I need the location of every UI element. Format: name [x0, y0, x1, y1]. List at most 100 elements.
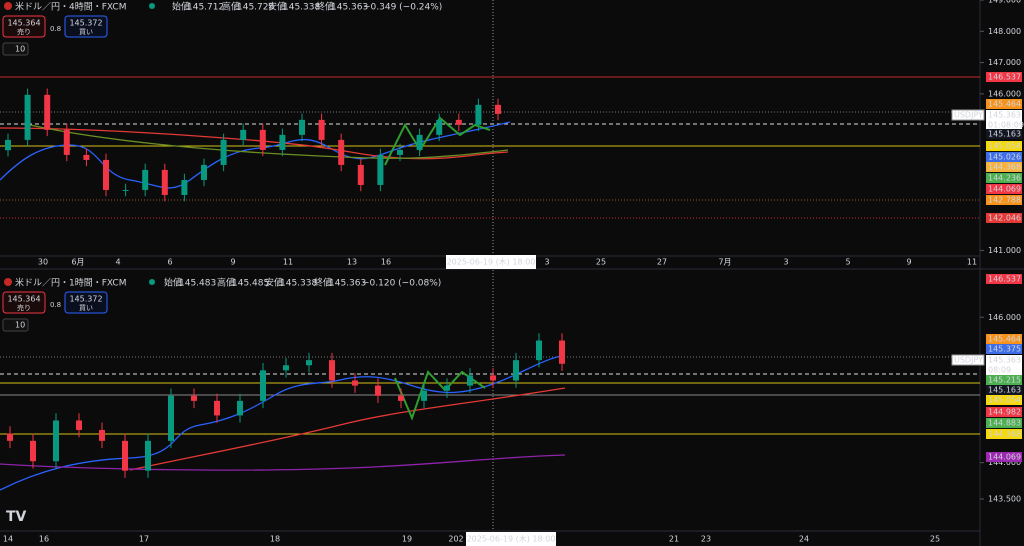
symbol-icon — [4, 2, 12, 10]
price-label: USDJPY — [954, 356, 983, 365]
price-label: 145.054 — [988, 142, 1021, 151]
price-label-box — [986, 407, 1022, 417]
candle-body — [455, 119, 462, 125]
price-label-box — [986, 452, 1022, 462]
price-label: 144.982 — [988, 408, 1021, 417]
ohlc-value: 145.363 — [329, 279, 366, 289]
time-label: 3 — [783, 258, 788, 267]
time-label: 23 — [701, 535, 711, 544]
price-label-box — [986, 213, 1022, 223]
time-label: 16 — [39, 535, 49, 544]
candle-body — [259, 129, 266, 150]
y-tick-label: 147.000 — [988, 58, 1021, 67]
price-label-box — [986, 418, 1022, 428]
time-label: 25 — [596, 258, 606, 267]
ohlc-value: 145.728 — [237, 3, 274, 13]
price-label: 145.363 — [988, 356, 1021, 365]
ohlc-value: 145.485 — [232, 279, 269, 289]
price-label: 146.537 — [988, 73, 1021, 82]
spread: 0.8 — [50, 301, 61, 309]
candle-body — [329, 360, 335, 381]
candle-body — [279, 134, 286, 150]
price-label-box — [986, 274, 1022, 284]
candle-body — [24, 94, 31, 140]
price-label-box — [986, 162, 1022, 172]
time-label: 11 — [283, 258, 293, 267]
candle-body — [283, 365, 289, 371]
ohlc-value: 145.363 — [331, 3, 368, 13]
sell-label: 売り — [17, 27, 31, 36]
price-label-box — [986, 375, 1022, 385]
time-label: 5 — [845, 258, 850, 267]
sell-button[interactable] — [2, 15, 46, 38]
sell-price: 145.364 — [7, 295, 40, 304]
time-label: 9 — [230, 258, 235, 267]
change: −0.120 (−0.08%) — [362, 279, 441, 289]
candle-body — [83, 154, 90, 160]
candle-body — [237, 400, 243, 416]
price-label: 145.375 — [988, 345, 1021, 354]
time-label: 16 — [381, 258, 391, 267]
candle-body — [142, 169, 149, 190]
price-label-box — [986, 385, 1022, 395]
price-label-box — [951, 354, 985, 366]
price-label: 145.464 — [988, 100, 1021, 109]
time-label: 13 — [347, 258, 357, 267]
status-dot — [149, 279, 155, 285]
y-tick-label: 144.000 — [988, 458, 1021, 467]
candle-body — [377, 154, 384, 185]
price-label-box — [986, 72, 1022, 82]
candle-body — [375, 385, 381, 396]
time-label: 21 — [669, 535, 679, 544]
time-label: 3 — [544, 258, 549, 267]
price-label: 145.464 — [988, 335, 1021, 344]
lots-box[interactable] — [2, 318, 29, 332]
ohlc-label: 終値 — [316, 1, 334, 13]
y-tick-label: 149.000 — [988, 0, 1021, 5]
candle-body — [357, 164, 364, 185]
ohlc-label: 始値 — [164, 277, 182, 289]
candle-body — [490, 375, 496, 381]
buy-button[interactable] — [64, 15, 108, 38]
buy-button[interactable] — [64, 291, 108, 314]
price-label: 145.163 — [988, 386, 1021, 395]
candle-body — [53, 420, 59, 462]
price-label-box — [986, 141, 1022, 151]
y-tick-label: 141.000 — [988, 246, 1021, 255]
buy-price: 145.372 — [69, 19, 102, 28]
crosshair-time-box — [466, 532, 556, 546]
candle-body — [122, 189, 129, 191]
price-label: 145.163 — [988, 130, 1021, 139]
price-label-box — [986, 334, 1022, 344]
price-label-box — [986, 429, 1022, 439]
sell-button[interactable] — [2, 291, 46, 314]
price-label: 145.026 — [988, 153, 1021, 162]
candle-body — [559, 340, 565, 364]
ohlc-label: 始値 — [172, 1, 190, 13]
y-tick-label: 143.500 — [988, 495, 1021, 504]
price-label: 144.069 — [988, 453, 1021, 462]
candle-body — [44, 94, 51, 130]
candle-body — [161, 169, 168, 195]
price-label-box — [986, 120, 1022, 130]
time-label: 18 — [270, 535, 280, 544]
candle-body — [201, 164, 207, 180]
candle-body — [191, 395, 197, 401]
logo: TV — [6, 509, 27, 525]
price-label: 144.883 — [988, 419, 1021, 428]
crosshair-time: 2025-06-19 (木) 18:00 — [467, 534, 556, 544]
time-label: 9 — [906, 258, 911, 267]
lots: 10 — [15, 321, 25, 330]
lots: 10 — [15, 45, 25, 54]
time-label: 7月 — [718, 258, 731, 267]
buy-price: 145.372 — [69, 295, 102, 304]
ohlc-value: 145.712 — [187, 3, 224, 13]
candle-body — [467, 375, 473, 386]
buy-label: 買い — [79, 304, 93, 312]
time-label: 202 — [448, 535, 463, 544]
price-label-box — [986, 152, 1022, 162]
lots-box[interactable] — [2, 42, 29, 56]
time-label: 11 — [967, 258, 977, 267]
price-label: 144.236 — [988, 174, 1021, 183]
